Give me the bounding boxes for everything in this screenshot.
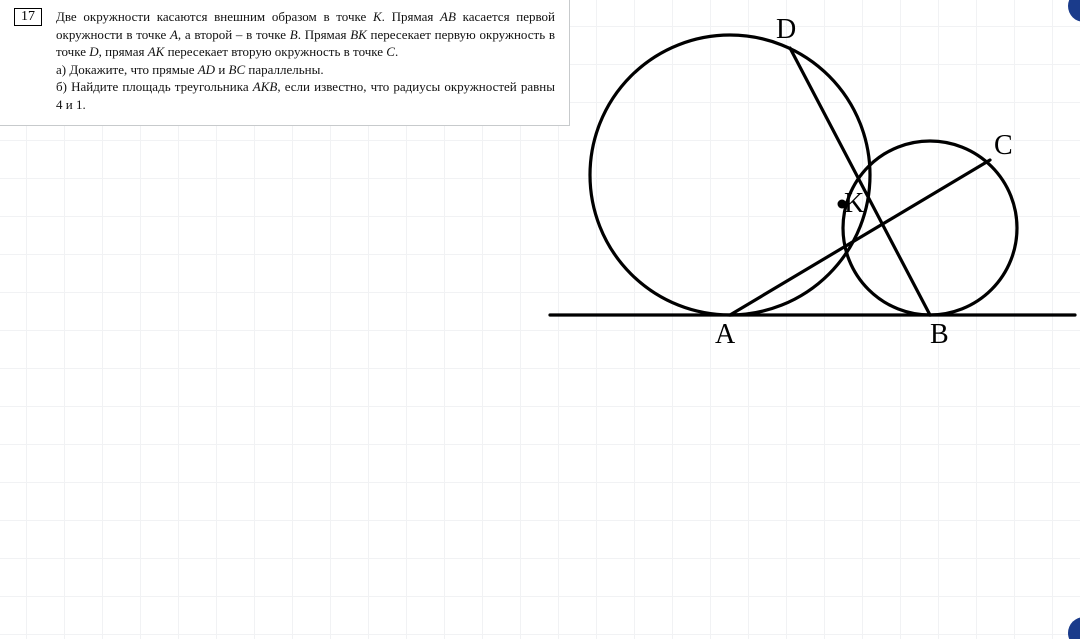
problem-text: Две окружности касаются внешним образом … (56, 8, 555, 113)
problem-card: 17 Две окружности касаются внешним образ… (0, 0, 570, 126)
geometry-diagram: A B K D C (530, 0, 1080, 420)
point-label-A: A (715, 319, 735, 351)
point-label-B: B (930, 319, 949, 351)
problem-number: 17 (14, 8, 42, 26)
diagram-strokes (550, 35, 1075, 315)
point-label-K: K (844, 188, 864, 220)
point-label-D: D (776, 14, 796, 46)
corner-dot (1068, 617, 1080, 639)
diagram-svg (530, 0, 1080, 420)
point-label-C: C (994, 130, 1013, 162)
page: { "problem":{ "number":"17", "text":"Две… (0, 0, 1080, 639)
